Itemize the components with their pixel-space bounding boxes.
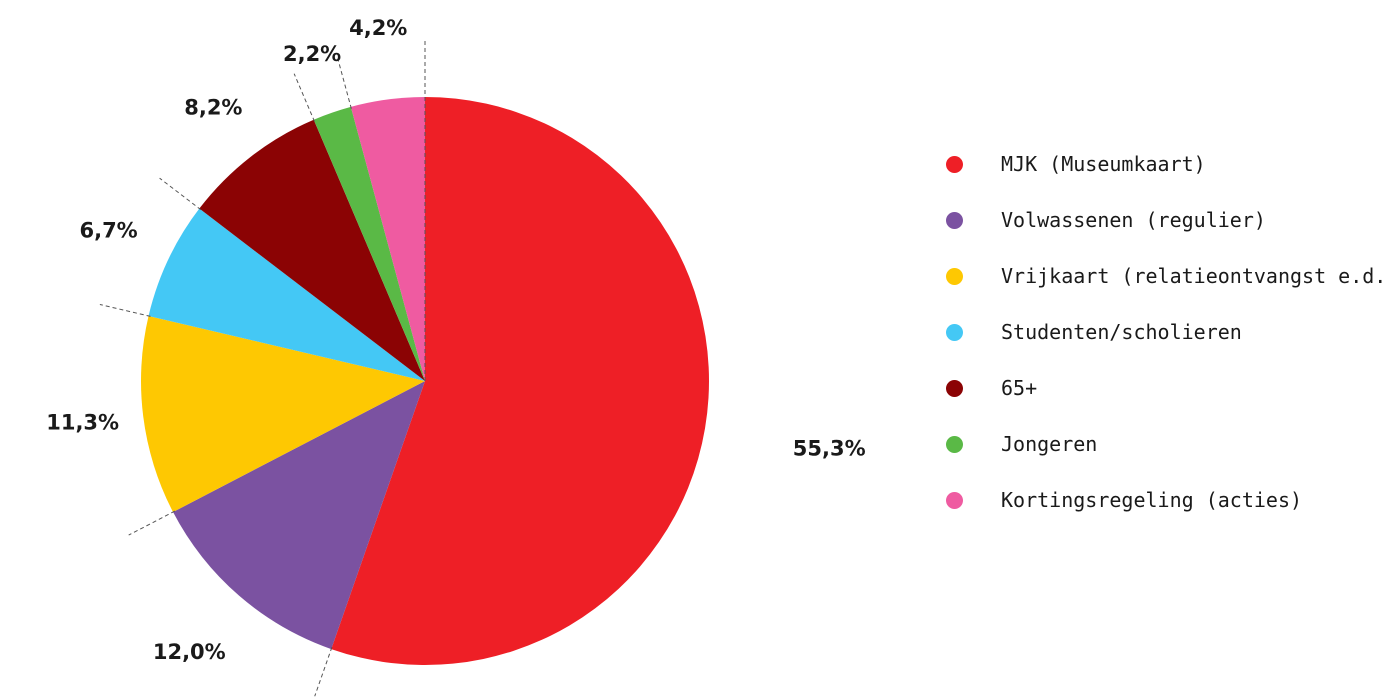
slice-value-label: 12,0% (153, 640, 226, 664)
legend-label: 65+ (1001, 376, 1038, 400)
leader-line (99, 303, 151, 317)
pie-slices (140, 97, 709, 665)
pie-slice (350, 97, 425, 381)
pie-slice (140, 315, 425, 513)
leader-line (128, 510, 176, 536)
slice-value-label: 11,3% (46, 411, 119, 435)
pie-slice (173, 381, 425, 650)
legend-item: Vrijkaart (relatieontvangst e.d.) (946, 248, 1389, 304)
legend-label: Volwassenen (regulier) (1001, 208, 1266, 232)
legend: MJK (Museumkaart) Volwassenen (regulier) V… (946, 136, 1389, 528)
legend-item: Volwassenen (regulier) (946, 192, 1389, 248)
legend-label: Jongeren (1001, 432, 1098, 456)
leader-line (159, 177, 202, 211)
legend-swatch (946, 267, 963, 285)
legend-label: Studenten/scholieren (1001, 320, 1242, 344)
slice-value-label: 8,2% (184, 96, 242, 120)
legend-swatch (946, 155, 963, 173)
slice-labels: 55,3% 12,0% 11,3% 6,7% 8,2% 2,2% 4,2% (46, 16, 865, 664)
leader-lines (99, 38, 426, 697)
slice-value-label: 2,2% (283, 42, 341, 66)
legend-item: Studenten/scholieren (946, 304, 1389, 360)
pie-slice (313, 106, 425, 381)
slice-value-label: 55,3% (793, 437, 866, 461)
slice-value-label: 4,2% (349, 16, 407, 40)
legend-swatch (946, 435, 963, 453)
legend-item: 65+ (946, 360, 1389, 416)
slice-value-label: 6,7% (79, 218, 137, 242)
legend-swatch (946, 379, 963, 397)
legend-label: Vrijkaart (relatieontvangst e.d.) (1001, 264, 1389, 288)
pie-slice (199, 119, 425, 381)
legend-item: Kortingsregeling (acties) (946, 472, 1389, 528)
leader-line (314, 647, 333, 697)
legend-swatch (946, 211, 963, 229)
legend-item: Jongeren (946, 416, 1389, 472)
leader-line (293, 73, 315, 122)
legend-swatch (946, 323, 963, 341)
legend-swatch (946, 491, 963, 509)
legend-item: MJK (Museumkaart) (946, 136, 1389, 192)
pie-slice (148, 208, 425, 381)
legend-label: Kortingsregeling (acties) (1001, 488, 1303, 512)
legend-label: MJK (Museumkaart) (1001, 152, 1206, 176)
leader-line (337, 58, 352, 109)
pie-slice (331, 97, 709, 665)
